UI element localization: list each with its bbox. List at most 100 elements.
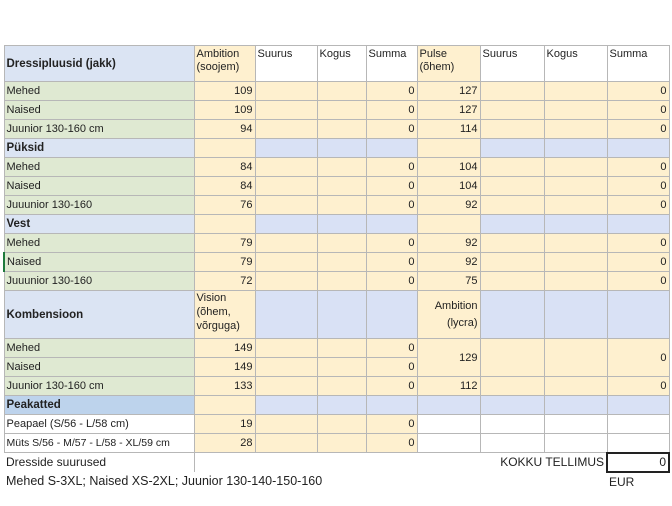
section-title-puksid[interactable]: Püksid <box>3 138 195 158</box>
size-cell[interactable] <box>254 252 318 272</box>
empty-cell[interactable] <box>606 290 670 339</box>
size-cell[interactable] <box>254 376 318 396</box>
size-cell[interactable] <box>254 271 318 291</box>
size-cell[interactable] <box>479 252 545 272</box>
empty-cell[interactable] <box>543 214 608 234</box>
price-cell[interactable]: 84 <box>193 157 256 177</box>
empty-cell[interactable] <box>254 214 318 234</box>
empty-cell[interactable] <box>479 414 545 434</box>
sum-cell[interactable]: 0 <box>365 81 418 101</box>
sizes-text[interactable]: Mehed S-3XL; Naised XS-2XL; Juunior 130-… <box>4 471 607 491</box>
col-kogus-2[interactable]: Kogus <box>543 45 608 82</box>
size-cell[interactable] <box>479 157 545 177</box>
empty-cell[interactable] <box>606 395 670 415</box>
section-title-peakatted[interactable]: Peakatted <box>3 395 195 415</box>
qty-cell[interactable] <box>316 195 367 215</box>
row-label[interactable]: Müts S/56 - M/57 - L/58 - XL/59 cm <box>3 433 195 453</box>
empty-cell[interactable] <box>254 138 318 158</box>
empty-cell[interactable] <box>479 290 545 339</box>
row-label[interactable]: Juuunior 130-160 <box>3 195 195 215</box>
qty-cell[interactable] <box>316 252 367 272</box>
col-kogus-1[interactable]: Kogus <box>316 45 367 82</box>
row-label[interactable]: Juunior 130-160 cm <box>3 376 195 396</box>
empty-cell[interactable] <box>479 214 545 234</box>
empty-cell[interactable] <box>416 414 481 434</box>
price-cell[interactable]: 129 <box>416 338 481 377</box>
empty-cell[interactable] <box>254 290 318 339</box>
qty-cell[interactable] <box>543 119 608 139</box>
qty-cell[interactable] <box>543 271 608 291</box>
qty-cell[interactable] <box>316 81 367 101</box>
empty-cell[interactable] <box>365 290 418 339</box>
row-label[interactable]: Peapael (S/56 - L/58 cm) <box>3 414 195 434</box>
empty-cell[interactable] <box>416 138 481 158</box>
size-cell[interactable] <box>254 195 318 215</box>
empty-cell[interactable] <box>416 433 481 453</box>
qty-cell[interactable] <box>316 414 367 434</box>
sum-cell[interactable]: 0 <box>365 271 418 291</box>
qty-cell[interactable] <box>316 233 367 253</box>
row-label[interactable]: Mehed <box>3 81 195 101</box>
price-cell[interactable]: 114 <box>416 119 481 139</box>
empty-cell[interactable] <box>365 214 418 234</box>
size-cell[interactable] <box>254 119 318 139</box>
qty-cell[interactable] <box>543 157 608 177</box>
empty-cell[interactable] <box>416 214 481 234</box>
qty-cell[interactable] <box>316 433 367 453</box>
price-cell[interactable]: 133 <box>193 376 256 396</box>
price-cell[interactable]: 76 <box>193 195 256 215</box>
qty-cell[interactable] <box>543 338 608 377</box>
size-cell[interactable] <box>254 338 318 358</box>
col-summa-2[interactable]: Summa <box>606 45 670 82</box>
empty-cell[interactable] <box>543 433 608 453</box>
size-cell[interactable] <box>479 271 545 291</box>
sum-cell[interactable]: 0 <box>606 271 670 291</box>
size-cell[interactable] <box>254 357 318 377</box>
empty-cell[interactable] <box>479 433 545 453</box>
total-value[interactable]: 0 <box>606 451 670 473</box>
qty-cell[interactable] <box>543 176 608 196</box>
empty-cell[interactable] <box>543 414 608 434</box>
sum-cell[interactable]: 0 <box>606 195 670 215</box>
empty-cell[interactable] <box>193 138 256 158</box>
sum-cell[interactable]: 0 <box>365 176 418 196</box>
price-cell[interactable]: 19 <box>193 414 256 434</box>
price-cell[interactable]: 94 <box>193 119 256 139</box>
qty-cell[interactable] <box>316 376 367 396</box>
sum-cell[interactable]: 0 <box>365 376 418 396</box>
empty-cell[interactable] <box>316 214 367 234</box>
qty-cell[interactable] <box>543 100 608 120</box>
row-label[interactable]: Naised <box>3 252 195 272</box>
sum-cell[interactable]: 0 <box>365 252 418 272</box>
sum-cell[interactable]: 0 <box>365 338 418 358</box>
sum-cell[interactable]: 0 <box>606 81 670 101</box>
sum-cell[interactable]: 0 <box>606 119 670 139</box>
empty-cell[interactable] <box>543 138 608 158</box>
row-label[interactable]: Naised <box>3 100 195 120</box>
size-cell[interactable] <box>479 100 545 120</box>
row-label[interactable]: Naised <box>3 176 195 196</box>
sum-cell[interactable]: 0 <box>606 233 670 253</box>
empty-cell[interactable] <box>543 290 608 339</box>
qty-cell[interactable] <box>316 157 367 177</box>
qty-cell[interactable] <box>316 176 367 196</box>
section-title-kombensioon[interactable]: Kombensioon <box>3 290 195 339</box>
col-summa-1[interactable]: Summa <box>365 45 418 82</box>
qty-cell[interactable] <box>543 195 608 215</box>
sum-cell[interactable]: 0 <box>365 100 418 120</box>
empty-cell[interactable] <box>316 290 367 339</box>
price-cell[interactable]: 79 <box>193 233 256 253</box>
qty-cell[interactable] <box>316 119 367 139</box>
empty-cell[interactable] <box>606 214 670 234</box>
section-title-jakk[interactable]: Dressipluusid (jakk) <box>3 45 195 82</box>
size-cell[interactable] <box>254 414 318 434</box>
row-label[interactable]: Naised <box>3 357 195 377</box>
price-cell[interactable]: 92 <box>416 252 481 272</box>
row-label[interactable]: Juuunior 130-160 <box>3 271 195 291</box>
sum-cell[interactable]: 0 <box>606 176 670 196</box>
sum-cell[interactable]: 0 <box>606 157 670 177</box>
col-pulse[interactable]: Pulse (õhem) <box>416 45 481 82</box>
size-cell[interactable] <box>254 81 318 101</box>
size-cell[interactable] <box>479 119 545 139</box>
price-cell[interactable]: 127 <box>416 81 481 101</box>
